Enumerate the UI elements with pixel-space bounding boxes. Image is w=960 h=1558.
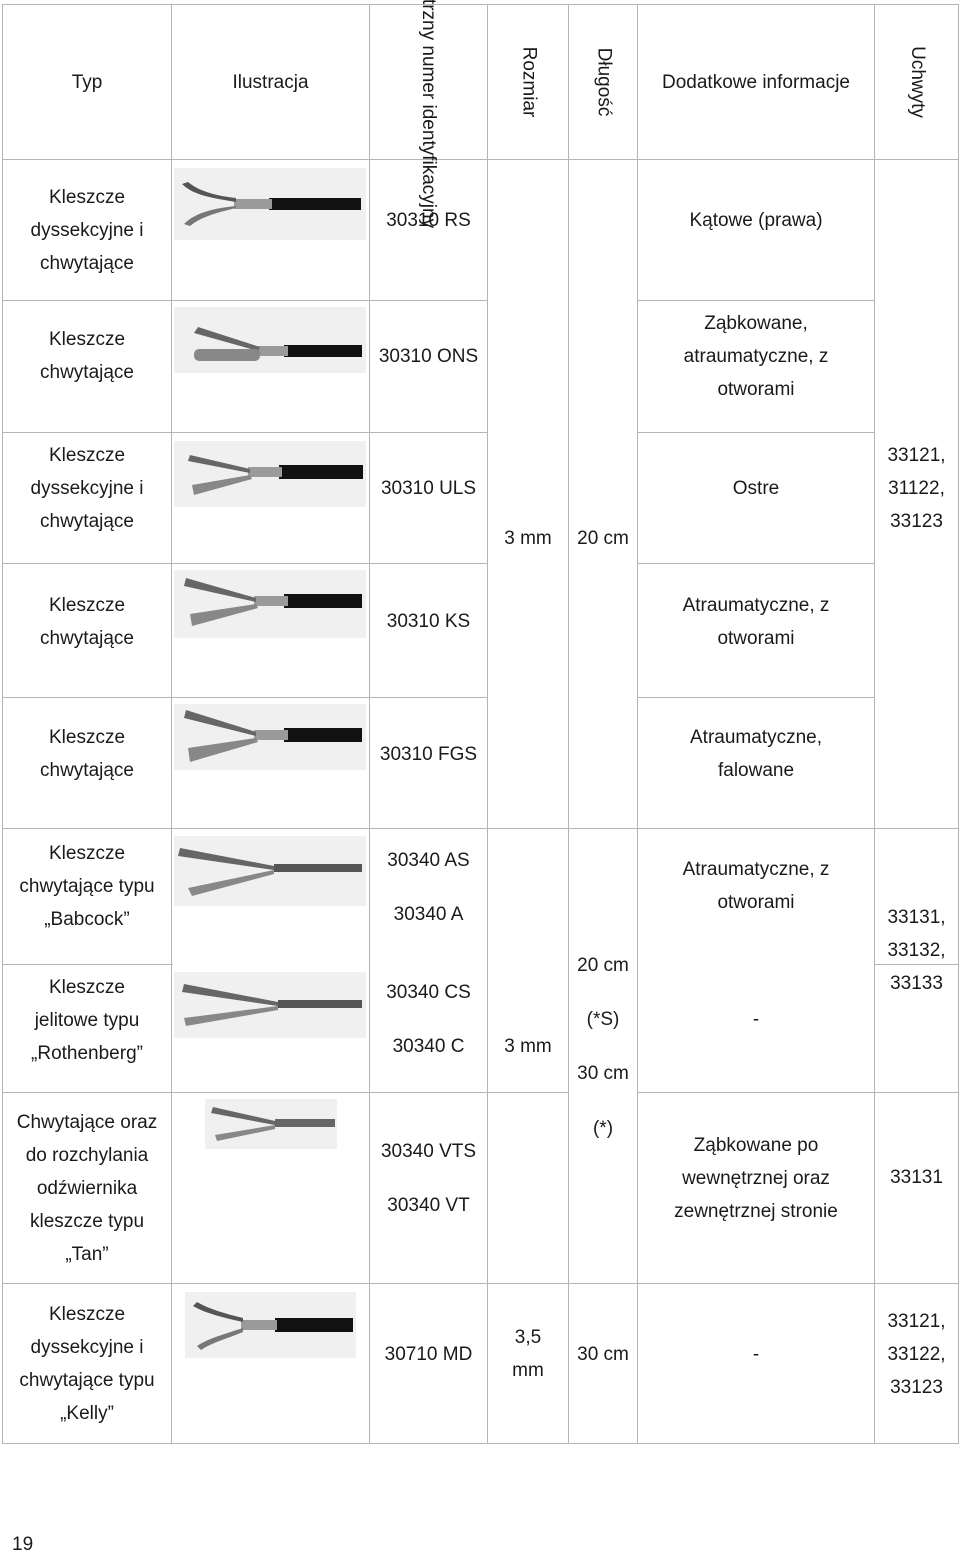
row-typ: Chwytające oraz do rozchylania odźwiernika… (16, 1111, 158, 1265)
row-code: 30340 C (392, 1035, 465, 1057)
row-code: 30310 KS (386, 611, 471, 632)
row-info: Atraumatyczne, z otworami (682, 594, 830, 649)
row-typ: Kleszcze chwytające typu „Babcock” (19, 843, 155, 930)
row-uchwyty: 33121, 33122, 33123 (887, 1310, 946, 1398)
merged-uchwyty: 33121, 31122, 33123 (887, 444, 946, 532)
forceps-icon (184, 578, 362, 626)
instrument-image (185, 1292, 356, 1358)
merged-length: 20 cm (577, 954, 629, 976)
header-uchwyty: Uchwyty (906, 46, 928, 118)
row-info: Atraumatyczne, z otworami (682, 859, 830, 913)
merged-length: (*S) (586, 1008, 620, 1030)
instrument-image (205, 1099, 337, 1149)
row-code: 30710 MD (384, 1343, 473, 1365)
row-typ: Kleszcze chwytające (40, 329, 134, 383)
row-typ: Kleszcze chwytające (40, 594, 134, 649)
header-rozmiar: Rozmiar (517, 46, 539, 118)
row-info: - (752, 1008, 760, 1030)
row-code: 30340 A (393, 903, 464, 925)
instrument-image (174, 836, 366, 906)
forceps-icon (182, 984, 362, 1026)
row-info: - (752, 1343, 760, 1365)
merged-length: (*) (592, 1117, 614, 1139)
row-info: Atraumatyczne, falowane (690, 727, 822, 781)
header-info: Dodatkowe informacje (662, 71, 850, 93)
page-number: 19 (12, 1534, 34, 1555)
row-typ: Kleszcze jelitowe typu „Rothenberg” (31, 976, 143, 1064)
forceps-icon (188, 455, 363, 495)
forceps-icon (184, 710, 362, 762)
row-code: 30340 VT (387, 1194, 470, 1216)
row-typ: Kleszcze dyssekcyjne i chwytające (30, 444, 144, 532)
header-dlugosc: Długość (593, 47, 614, 117)
forceps-icon (178, 848, 362, 896)
header-typ: Typ (71, 71, 103, 93)
row-typ: Kleszcze chwytające (40, 727, 134, 781)
forceps-icon (194, 327, 362, 361)
row-code: 30340 CS (386, 981, 471, 1003)
instrument-image (174, 168, 366, 240)
forceps-icon (193, 1302, 353, 1350)
merged-length: 30 cm (577, 1062, 629, 1084)
header-id-number: Wewnętrzny numer identyfikacyjny (370, 0, 487, 228)
row-info: Ząbkowane po wewnętrznej oraz zewnętrznej … (674, 1134, 838, 1222)
row-code: 30310 RS (386, 209, 471, 231)
row-code: 30310 FGS (379, 743, 478, 765)
forceps-icon (211, 1107, 335, 1141)
row-size: 3,5 mm (512, 1327, 544, 1381)
merged-uchwyty: 33131, 33132, 33133 (887, 906, 946, 994)
instrument-image (174, 704, 366, 770)
instrument-image (174, 570, 366, 638)
instrument-image (174, 972, 366, 1038)
row-code: 30310 ONS (378, 345, 479, 367)
header-id-line2: numer (418, 45, 440, 100)
row-uchwyty: 33131 (890, 1166, 943, 1188)
row-info: Kątowe (prawa) (689, 209, 823, 231)
row-typ: Kleszcze dyssekcyjne i chwytające (30, 186, 144, 274)
row-info: Ostre (732, 477, 780, 499)
row-code: 30340 VTS (380, 1140, 477, 1162)
forceps-icon (182, 182, 361, 226)
instrument-image (174, 307, 366, 373)
header-id-line1: Wewnętrzny (419, 0, 440, 40)
row-typ: Kleszcze dyssekcyjne i chwytające typu „Kel… (19, 1303, 155, 1424)
row-code: 30340 AS (387, 849, 470, 871)
row-code: 30310 ULS (380, 477, 477, 499)
instrument-image (174, 441, 366, 507)
row-info: Ząbkowane, atraumatyczne, z otworami (683, 312, 829, 400)
merged-size: 3 mm (504, 527, 552, 549)
header-ilustracja: Ilustracja (232, 71, 309, 93)
merged-size: 3 mm (504, 1035, 552, 1057)
row-length: 30 cm (577, 1343, 629, 1365)
merged-length: 20 cm (577, 527, 629, 549)
